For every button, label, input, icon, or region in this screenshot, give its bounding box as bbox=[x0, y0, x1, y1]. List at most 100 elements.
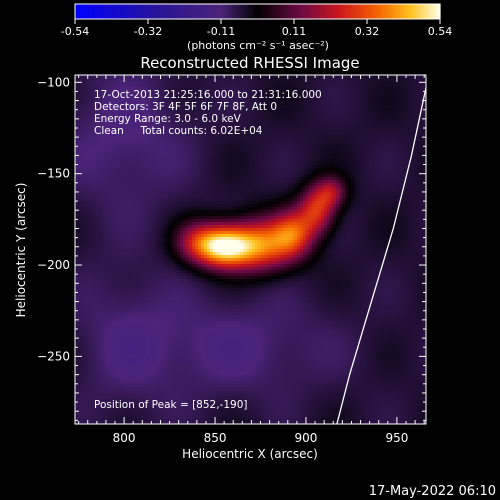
heatmap-cell bbox=[399, 144, 403, 148]
heatmap-cell bbox=[84, 123, 88, 127]
heatmap-cell bbox=[279, 162, 283, 166]
heatmap-cell bbox=[147, 174, 151, 178]
heatmap-cell bbox=[87, 153, 91, 157]
heatmap-cell bbox=[342, 105, 346, 109]
heatmap-cell bbox=[390, 111, 394, 115]
heatmap-cell bbox=[291, 111, 295, 115]
heatmap-cell bbox=[108, 129, 112, 133]
heatmap-cell bbox=[159, 114, 163, 118]
heatmap-cell bbox=[108, 108, 112, 112]
heatmap-cell bbox=[240, 150, 244, 154]
heatmap-cell bbox=[369, 147, 373, 151]
heatmap-cell bbox=[84, 180, 88, 184]
heatmap-cell bbox=[402, 165, 406, 169]
heatmap-cell bbox=[237, 147, 241, 151]
heatmap-cell bbox=[93, 117, 97, 121]
heatmap-cell bbox=[381, 102, 385, 106]
heatmap-cell bbox=[285, 177, 289, 181]
heatmap-cell bbox=[378, 147, 382, 151]
heatmap-cell bbox=[366, 93, 370, 97]
heatmap-cell bbox=[327, 114, 331, 118]
heatmap-cell bbox=[90, 84, 94, 88]
heatmap-cell bbox=[177, 93, 181, 97]
heatmap-cell bbox=[372, 84, 376, 88]
heatmap-cell bbox=[180, 177, 184, 181]
heatmap-cell bbox=[297, 105, 301, 109]
heatmap-cell bbox=[93, 135, 97, 139]
heatmap-cell bbox=[132, 93, 136, 97]
heatmap-cell bbox=[117, 186, 121, 190]
heatmap-cell bbox=[351, 168, 355, 172]
heatmap-cell bbox=[114, 99, 118, 103]
heatmap-cell bbox=[252, 153, 256, 157]
heatmap-cell bbox=[210, 189, 214, 193]
heatmap-cell bbox=[150, 156, 154, 160]
heatmap-cell bbox=[111, 105, 115, 109]
colorbar-cell bbox=[277, 4, 281, 19]
heatmap-cell bbox=[318, 90, 322, 94]
heatmap-cell bbox=[261, 114, 265, 118]
heatmap-cell bbox=[90, 108, 94, 112]
heatmap-cell bbox=[255, 96, 259, 100]
heatmap-cell bbox=[336, 168, 340, 172]
heatmap-cell bbox=[321, 84, 325, 88]
heatmap-cell bbox=[240, 147, 244, 151]
heatmap-cell bbox=[405, 165, 409, 169]
heatmap-cell bbox=[240, 156, 244, 160]
heatmap-cell bbox=[123, 129, 127, 133]
heatmap-cell bbox=[186, 129, 190, 133]
heatmap-cell bbox=[153, 132, 157, 136]
heatmap-cell bbox=[297, 195, 301, 199]
heatmap-cell bbox=[348, 93, 352, 97]
heatmap-cell bbox=[270, 84, 274, 88]
heatmap-cell bbox=[270, 195, 274, 199]
heatmap-cell bbox=[207, 75, 211, 79]
heatmap-cell bbox=[240, 141, 244, 145]
heatmap-cell bbox=[204, 90, 208, 94]
heatmap-cell bbox=[264, 186, 268, 190]
heatmap-cell bbox=[318, 162, 322, 166]
heatmap-cell bbox=[291, 153, 295, 157]
heatmap-cell bbox=[189, 138, 193, 142]
heatmap-cell bbox=[357, 165, 361, 169]
heatmap-cell bbox=[414, 150, 418, 154]
heatmap-cell bbox=[378, 105, 382, 109]
heatmap-cell bbox=[348, 147, 352, 151]
heatmap-cell bbox=[159, 156, 163, 160]
heatmap-cell bbox=[390, 150, 394, 154]
heatmap-cell bbox=[312, 120, 316, 124]
heatmap-cell bbox=[402, 117, 406, 121]
heatmap-cell bbox=[267, 195, 271, 199]
heatmap-cell bbox=[345, 99, 349, 103]
heatmap-cell bbox=[282, 189, 286, 193]
heatmap-cell bbox=[231, 171, 235, 175]
heatmap-cell bbox=[309, 141, 313, 145]
heatmap-cell bbox=[366, 111, 370, 115]
heatmap-cell bbox=[81, 192, 85, 196]
heatmap-cell bbox=[168, 150, 172, 154]
heatmap-cell bbox=[273, 168, 277, 172]
heatmap-cell bbox=[354, 183, 358, 187]
heatmap-cell bbox=[186, 150, 190, 154]
heatmap-cell bbox=[363, 84, 367, 88]
heatmap-cell bbox=[393, 141, 397, 145]
heatmap-cell bbox=[228, 105, 232, 109]
heatmap-cell bbox=[252, 165, 256, 169]
heatmap-cell bbox=[219, 114, 223, 118]
heatmap-cell bbox=[378, 75, 382, 79]
heatmap-cell bbox=[327, 165, 331, 169]
heatmap-cell bbox=[153, 87, 157, 91]
heatmap-cell bbox=[81, 93, 85, 97]
heatmap-cell bbox=[168, 192, 172, 196]
heatmap-cell bbox=[198, 153, 202, 157]
heatmap-cell bbox=[309, 156, 313, 160]
heatmap-cell bbox=[375, 84, 379, 88]
heatmap-cell bbox=[153, 93, 157, 97]
heatmap-cell bbox=[198, 84, 202, 88]
heatmap-cell bbox=[228, 114, 232, 118]
heatmap-cell bbox=[417, 81, 421, 85]
heatmap-cell bbox=[333, 168, 337, 172]
heatmap-cell bbox=[219, 183, 223, 187]
heatmap-cell bbox=[204, 180, 208, 184]
heatmap-cell bbox=[408, 171, 412, 175]
